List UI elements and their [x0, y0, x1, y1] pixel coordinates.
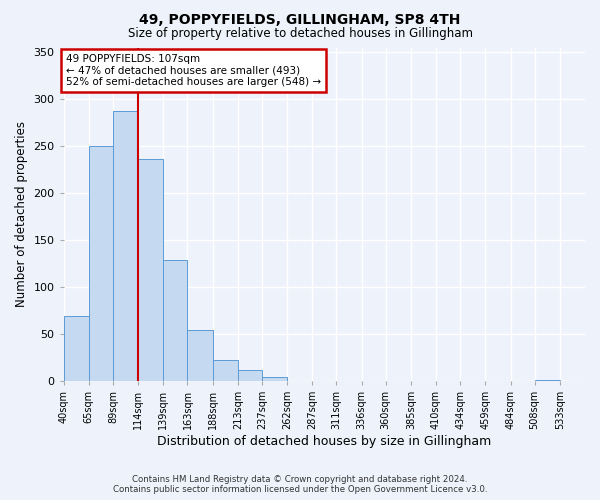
Text: Contains HM Land Registry data © Crown copyright and database right 2024.: Contains HM Land Registry data © Crown c… — [132, 475, 468, 484]
Bar — [238, 370, 262, 380]
Bar — [113, 112, 138, 380]
Text: Size of property relative to detached houses in Gillingham: Size of property relative to detached ho… — [128, 28, 473, 40]
Y-axis label: Number of detached properties: Number of detached properties — [15, 121, 28, 307]
Bar — [163, 260, 187, 380]
Bar — [138, 159, 163, 380]
Bar — [187, 330, 212, 380]
Bar — [89, 146, 113, 380]
Bar — [212, 360, 238, 380]
Bar — [64, 316, 89, 380]
X-axis label: Distribution of detached houses by size in Gillingham: Distribution of detached houses by size … — [157, 434, 491, 448]
Text: Contains public sector information licensed under the Open Government Licence v3: Contains public sector information licen… — [113, 485, 487, 494]
Bar — [262, 377, 287, 380]
Text: 49, POPPYFIELDS, GILLINGHAM, SP8 4TH: 49, POPPYFIELDS, GILLINGHAM, SP8 4TH — [139, 12, 461, 26]
Text: 49 POPPYFIELDS: 107sqm
← 47% of detached houses are smaller (493)
52% of semi-de: 49 POPPYFIELDS: 107sqm ← 47% of detached… — [66, 54, 321, 88]
